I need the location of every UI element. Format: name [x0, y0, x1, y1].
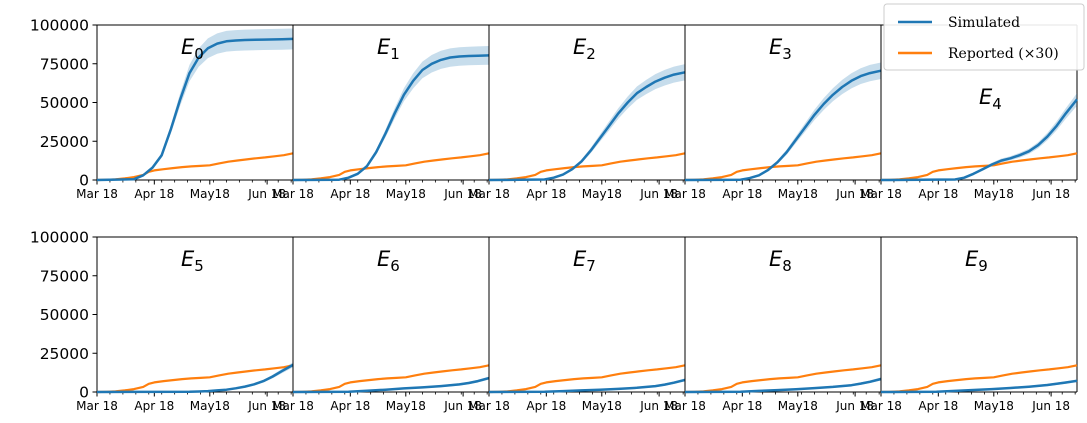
- panel-5: Mar 18 Apr 18 May18 Jun 18 0 25000 50000 75000 1…: [30, 229, 294, 413]
- x-tick-label: Mar 18: [664, 399, 706, 413]
- panel-6: Mar 18 Apr 18 May18 Jun 18 E6: [272, 236, 490, 413]
- reported-line: [292, 364, 490, 394]
- panel-2: Mar 18 Apr 18 May18 Jun 18 E2: [468, 24, 686, 201]
- x-tick-label: May18: [386, 187, 426, 201]
- x-tick-label: Jun 18: [1031, 399, 1070, 413]
- x-tick-label: Mar 18: [76, 187, 118, 201]
- panel-title: E5: [181, 247, 204, 275]
- x-tick-label: Jun 18: [247, 187, 286, 201]
- x-tick-label: Jun 18: [639, 399, 678, 413]
- panels-group: Mar 18 Apr 18 May18 Jun 18 0 25000 50000 75000 1…: [30, 17, 1078, 413]
- legend-box: [883, 3, 1085, 71]
- x-tick-label: Apr 18: [918, 399, 958, 413]
- legend-label: Simulated: [948, 15, 1020, 31]
- y-tick-label: 75000: [40, 55, 89, 73]
- y-tick-label: 0: [79, 384, 89, 402]
- x-tick-label: Apr 18: [134, 187, 174, 201]
- x-tick-label: Mar 18: [860, 187, 902, 201]
- reported-line: [488, 364, 686, 394]
- x-tick-label: May18: [974, 187, 1014, 201]
- y-tick-label: 25000: [40, 133, 89, 151]
- x-tick-label: May18: [386, 399, 426, 413]
- panel-title: E3: [769, 35, 792, 63]
- panel-8: Mar 18 Apr 18 May18 Jun 18 E8: [664, 236, 882, 413]
- x-tick-label: Jun 18: [639, 187, 678, 201]
- x-tick-label: May18: [190, 187, 230, 201]
- x-tick-label: Jun 18: [835, 399, 874, 413]
- panel-title: E2: [573, 35, 596, 63]
- x-tick-label: Mar 18: [272, 399, 314, 413]
- x-tick-label: Jun 18: [443, 399, 482, 413]
- simulated-line: [292, 54, 490, 182]
- x-tick-label: Apr 18: [134, 399, 174, 413]
- x-tick-label: Jun 18: [443, 187, 482, 201]
- panel-7: Mar 18 Apr 18 May18 Jun 18 E7: [468, 236, 686, 413]
- legend: Simulated Reported (×30): [883, 3, 1085, 71]
- panel-9: Mar 18 Apr 18 May18 Jun 18 E9: [860, 236, 1078, 413]
- reported-line: [684, 364, 882, 394]
- reported-line: [292, 152, 490, 182]
- y-tick-label: 50000: [40, 306, 89, 324]
- panel-3: Mar 18 Apr 18 May18 Jun 18 E3: [664, 24, 882, 201]
- simulated-line: [684, 377, 882, 394]
- x-tick-label: May18: [582, 399, 622, 413]
- simulated-band: [685, 62, 881, 180]
- panel-1: Mar 18 Apr 18 May18 Jun 18 E1: [272, 24, 490, 201]
- x-tick-label: May18: [778, 187, 818, 201]
- panel-title: E6: [377, 247, 400, 275]
- simulated-band: [293, 46, 489, 180]
- legend-label: Reported (×30): [948, 46, 1059, 62]
- reported-line: [880, 152, 1078, 182]
- panel-0: Mar 18 Apr 18 May18 Jun 18 0 25000 50000 75000 1…: [30, 17, 294, 201]
- simulated-line: [880, 98, 1078, 182]
- reported-line: [880, 364, 1078, 394]
- x-tick-label: May18: [778, 399, 818, 413]
- x-tick-label: May18: [190, 399, 230, 413]
- x-tick-label: Apr 18: [526, 399, 566, 413]
- x-tick-label: Apr 18: [526, 187, 566, 201]
- x-tick-label: May18: [974, 399, 1014, 413]
- panel-title: E8: [769, 247, 792, 275]
- x-tick-label: May18: [582, 187, 622, 201]
- simulated-band: [97, 28, 293, 180]
- x-tick-label: Mar 18: [468, 399, 510, 413]
- simulated-line: [488, 71, 686, 182]
- panel-title: E7: [573, 247, 596, 275]
- y-tick-label: 100000: [30, 229, 89, 247]
- x-tick-label: Jun 18: [1031, 187, 1070, 201]
- simulated-line: [684, 69, 882, 182]
- panel-title: E9: [965, 247, 988, 275]
- reported-line: [684, 152, 882, 182]
- panel-4: Mar 18 Apr 18 May18 Jun 18 E4: [860, 24, 1078, 201]
- x-tick-label: Mar 18: [664, 187, 706, 201]
- y-tick-label: 0: [79, 172, 89, 190]
- x-tick-label: Jun 18: [247, 399, 286, 413]
- simulated-line: [96, 363, 294, 394]
- x-tick-label: Mar 18: [468, 187, 510, 201]
- x-tick-label: Apr 18: [330, 187, 370, 201]
- x-tick-label: Apr 18: [330, 399, 370, 413]
- panel-title: E4: [979, 85, 1002, 113]
- y-tick-label: 100000: [30, 17, 89, 35]
- y-tick-label: 25000: [40, 345, 89, 363]
- reported-line: [96, 152, 294, 182]
- y-tick-label: 75000: [40, 267, 89, 285]
- x-tick-label: Mar 18: [272, 187, 314, 201]
- simulated-line: [880, 379, 1078, 394]
- reported-line: [96, 364, 294, 394]
- simulated-line: [292, 376, 490, 394]
- x-tick-label: Jun 18: [835, 187, 874, 201]
- x-tick-label: Apr 18: [722, 187, 762, 201]
- simulated-line: [96, 37, 294, 182]
- panel-title: E0: [181, 35, 204, 63]
- reported-line: [488, 152, 686, 182]
- simulated-line: [488, 378, 686, 394]
- panel-title: E1: [377, 35, 400, 63]
- y-tick-label: 50000: [40, 94, 89, 112]
- x-tick-label: Apr 18: [918, 187, 958, 201]
- x-tick-label: Apr 18: [722, 399, 762, 413]
- x-tick-label: Mar 18: [76, 399, 118, 413]
- x-tick-label: Mar 18: [860, 399, 902, 413]
